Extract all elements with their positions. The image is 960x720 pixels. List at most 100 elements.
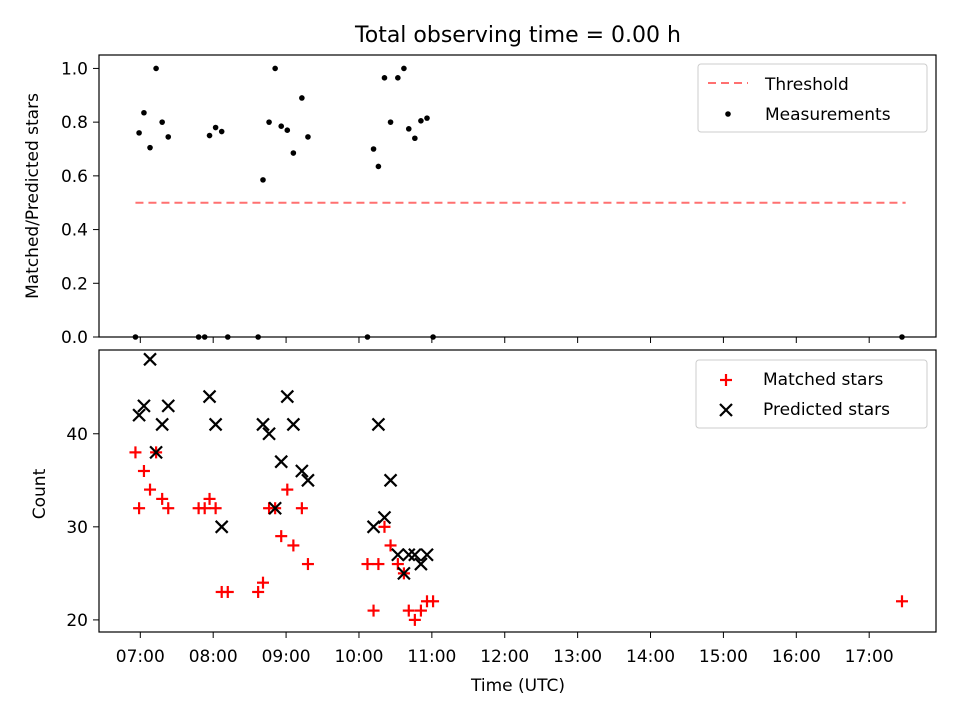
bottom-y-tick-label: 20	[66, 611, 88, 631]
predicted-star-point-b	[286, 417, 301, 432]
predicted-star-point	[286, 417, 301, 432]
top-y-tick-label: 0.4	[61, 221, 88, 241]
matched-star-point	[162, 502, 175, 515]
bottom-legend-box	[695, 359, 928, 429]
measurement-point	[224, 334, 231, 340]
measurement-point	[405, 126, 412, 132]
predicted-star-point-b	[214, 520, 229, 534]
legend-matched-swatch	[720, 374, 732, 386]
measurement-point	[899, 334, 905, 340]
top-y-tick-label: 0.8	[61, 113, 88, 133]
bottom-x-tick-label: 12:00	[480, 647, 529, 667]
matched-star-point	[367, 604, 380, 617]
matched-star-point	[137, 464, 150, 477]
predicted-star-point	[420, 547, 434, 562]
predicted-star-point-b	[256, 417, 270, 432]
predicted-star-point-b	[268, 501, 282, 515]
top-y-tick-label: 0.6	[61, 167, 88, 187]
matched-star-point	[295, 502, 308, 515]
measurement-point	[255, 334, 261, 340]
bottom-x-tick-label: 14:00	[626, 647, 675, 667]
bottom-y-ticks: 20 30 40	[66, 425, 99, 631]
matched-star-point	[402, 604, 415, 617]
measurement-point	[136, 130, 142, 136]
legend-predicted-label: Predicted stars	[763, 400, 890, 420]
top-y-ticks: 0.0 0.2 0.4 0.6 0.8 1.0	[61, 59, 99, 348]
predicted-star-point-b	[132, 408, 146, 422]
predicted-star-point-b	[383, 473, 398, 488]
legend-measurements-label: Measurements	[765, 105, 891, 125]
measurement-point	[278, 123, 285, 129]
measurement-point	[266, 119, 272, 125]
measurement-point	[206, 132, 213, 139]
measurement-point	[381, 75, 388, 81]
measurement-point	[370, 146, 377, 152]
measurement-point	[141, 109, 147, 116]
predicted-star-point-b	[371, 417, 386, 432]
matched-star-point	[281, 483, 294, 496]
bottom-axes: 20 30 40 07:00 08:00 09:00 10:00 11:00 12:00 13:…	[30, 349, 937, 696]
predicted-star-point	[137, 399, 151, 413]
predicted-star-point	[149, 445, 163, 460]
x-axis-label: Time (UTC)	[470, 676, 565, 696]
measurement-point	[387, 119, 394, 125]
predicted-star-point	[268, 501, 282, 515]
bottom-y-axis-label: Count	[30, 468, 50, 519]
predicted-star-point-b	[208, 417, 223, 432]
matched-star-point	[408, 613, 421, 626]
matched-star-point	[203, 492, 216, 505]
chart-title: Total observing time = 0.00 h	[354, 23, 681, 48]
predicted-star-point	[371, 417, 386, 432]
measurement-point	[201, 334, 208, 340]
predicted-star-point-b	[295, 464, 309, 478]
predicted-star-point-b	[155, 417, 169, 432]
predicted-star-point	[408, 547, 422, 562]
predicted-star-point	[208, 417, 223, 432]
matched-star-point	[361, 558, 374, 571]
legend-predicted-swatch	[719, 403, 733, 417]
predicted-star-point	[301, 473, 315, 488]
predicted-star-point	[143, 352, 157, 367]
measurement-point	[418, 118, 424, 124]
measurement-point	[395, 75, 401, 81]
top-x-ticks	[139, 337, 870, 343]
measurement-point	[147, 144, 153, 151]
bottom-axes-frame	[98, 349, 937, 633]
legend-predicted-marker	[719, 403, 733, 417]
predicted-star-point-b	[137, 399, 151, 413]
measurement-point	[401, 65, 407, 72]
measurement-point	[165, 134, 172, 140]
measurement-point	[375, 163, 382, 170]
predicted-star-point	[377, 510, 392, 525]
measurement-point	[260, 177, 266, 183]
measurement-point	[424, 115, 430, 121]
predicted-star-point-b	[161, 399, 176, 413]
predicted-star-point	[401, 547, 416, 562]
measurement-point	[364, 334, 371, 340]
bottom-x-tick-label: 09:00	[262, 647, 311, 667]
legend-measurements-swatch	[725, 111, 731, 117]
predicted-star-point-b	[377, 510, 392, 525]
predicted-star-point-b	[149, 445, 163, 460]
measurement-point	[195, 334, 202, 340]
predicted-star-point-b	[262, 426, 276, 441]
bottom-x-tick-label: 13:00	[553, 647, 602, 667]
bottom-x-tick-label: 15:00	[699, 647, 748, 667]
predicted-star-point	[202, 389, 217, 404]
predicted-star-point-b	[401, 547, 416, 562]
predicted-star-point	[161, 399, 176, 413]
predicted-star-point-b	[301, 473, 315, 488]
matched-star-point	[301, 558, 314, 571]
legend-matched-label: Matched stars	[763, 370, 883, 390]
predicted-star-point	[155, 417, 169, 432]
matched-star-point	[144, 483, 157, 496]
matched-star-point	[414, 604, 427, 617]
bottom-x-tick-label: 08:00	[189, 647, 238, 667]
top-legend: Threshold Measurements	[697, 63, 928, 133]
measurement-point	[272, 65, 278, 72]
predicted-star-point	[295, 464, 309, 478]
measurement-point	[430, 334, 436, 340]
predicted-star-point	[366, 520, 381, 534]
legend-predicted-marker-b	[719, 403, 733, 417]
predicted-star-point	[397, 566, 411, 581]
